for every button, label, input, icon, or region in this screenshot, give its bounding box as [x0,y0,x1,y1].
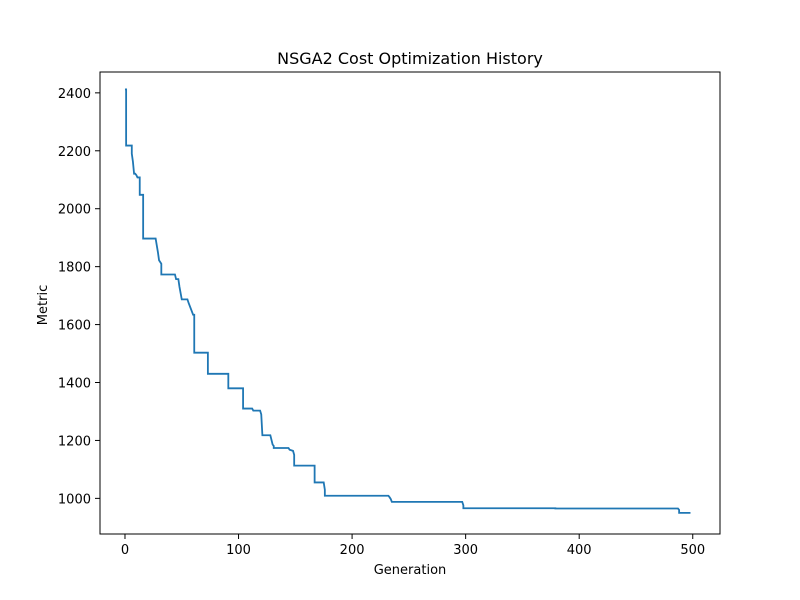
x-tick-label: 0 [121,543,129,558]
y-tick-label: 1600 [58,319,91,334]
y-axis-ticks: 1000 1200 1400 1600 1800 2000 2200 2400 [58,87,100,507]
x-axis-ticks: 0 100 200 300 400 500 [121,534,705,558]
x-tick-label: 200 [340,543,365,558]
y-axis-label: Metric [36,285,51,325]
x-tick-label: 500 [680,543,705,558]
x-tick-label: 100 [226,543,251,558]
y-tick-label: 2200 [58,145,91,160]
axes-frame [99,71,721,535]
x-tick-label: 400 [567,543,592,558]
y-tick-label: 1400 [58,377,91,392]
y-tick-label: 1800 [58,261,91,276]
y-tick-label: 1000 [58,492,91,507]
x-axis-label: Generation [374,563,447,578]
series-line [124,88,691,514]
y-tick-label: 2000 [58,203,91,218]
y-tick-label: 1200 [58,434,91,449]
plot-area [99,71,721,535]
chart-title: NSGA2 Cost Optimization History [277,49,543,68]
x-tick-label: 300 [453,543,478,558]
y-tick-label: 2400 [58,87,91,102]
